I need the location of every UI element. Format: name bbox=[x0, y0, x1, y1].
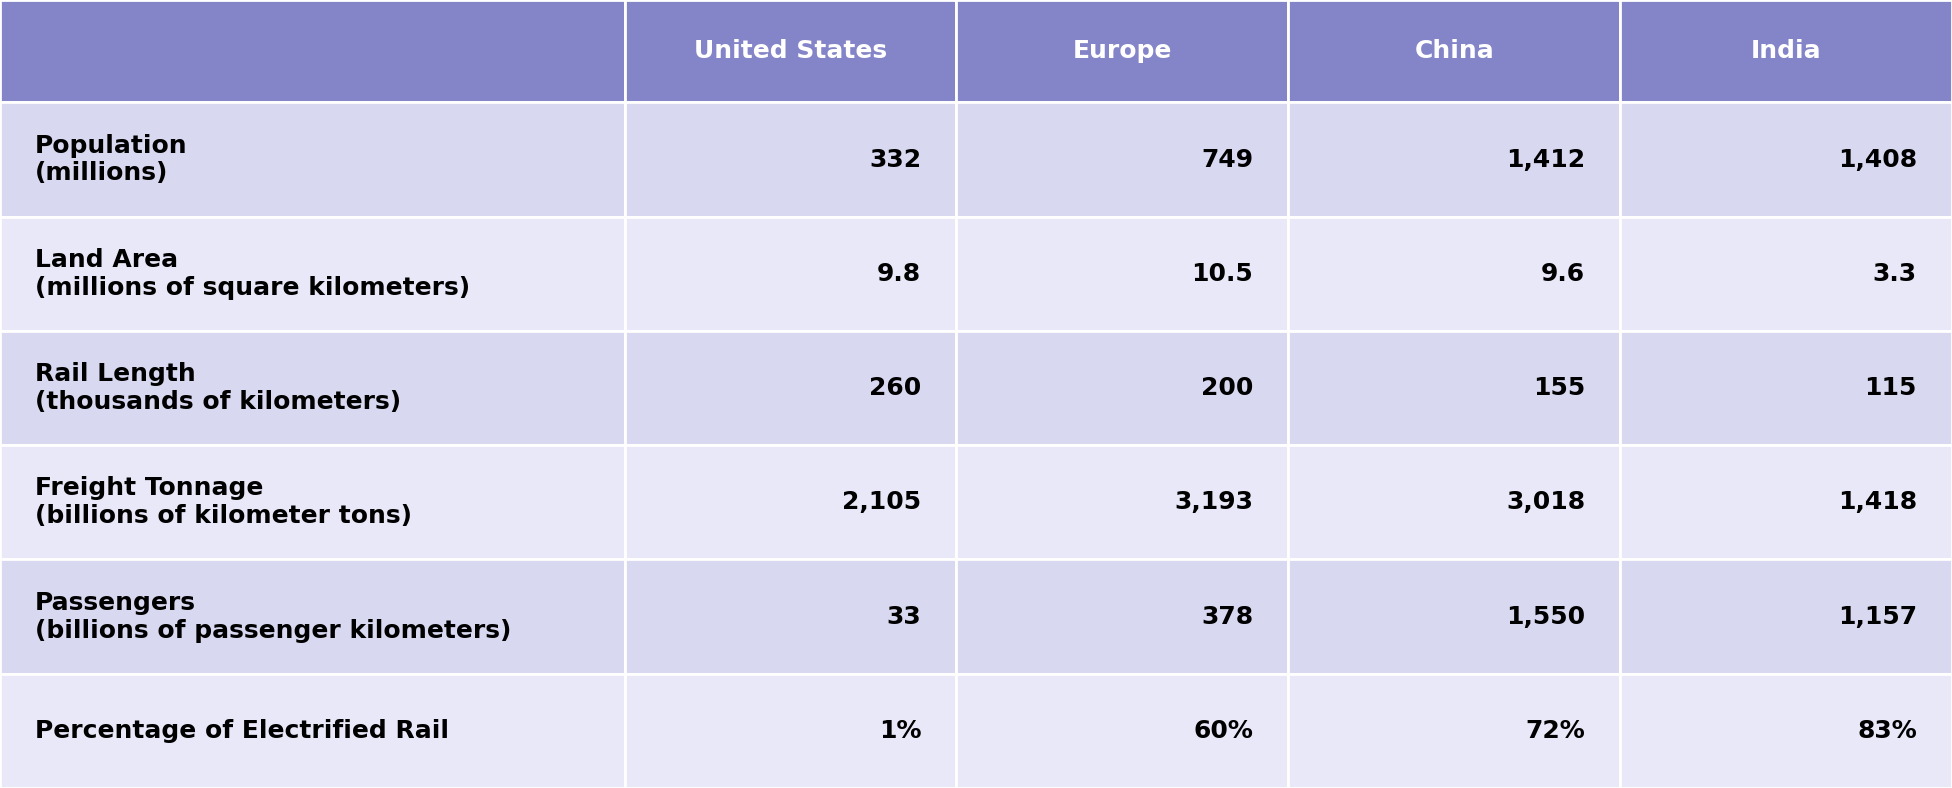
FancyBboxPatch shape bbox=[1288, 331, 1620, 445]
FancyBboxPatch shape bbox=[0, 559, 625, 674]
FancyBboxPatch shape bbox=[1288, 102, 1620, 217]
FancyBboxPatch shape bbox=[1620, 559, 1952, 674]
Text: 1,408: 1,408 bbox=[1837, 147, 1917, 172]
FancyBboxPatch shape bbox=[625, 445, 956, 559]
FancyBboxPatch shape bbox=[956, 0, 1288, 102]
FancyBboxPatch shape bbox=[1288, 217, 1620, 331]
Text: 33: 33 bbox=[886, 604, 921, 629]
FancyBboxPatch shape bbox=[0, 102, 625, 217]
Text: Percentage of Electrified Rail: Percentage of Electrified Rail bbox=[35, 719, 449, 743]
FancyBboxPatch shape bbox=[625, 559, 956, 674]
Text: Passengers
(billions of passenger kilometers): Passengers (billions of passenger kilome… bbox=[35, 591, 511, 642]
FancyBboxPatch shape bbox=[0, 445, 625, 559]
Text: United States: United States bbox=[695, 39, 886, 63]
Text: India: India bbox=[1751, 39, 1821, 63]
Text: 3,193: 3,193 bbox=[1175, 490, 1253, 515]
FancyBboxPatch shape bbox=[0, 0, 625, 102]
Text: 2,105: 2,105 bbox=[841, 490, 921, 515]
FancyBboxPatch shape bbox=[0, 217, 625, 331]
FancyBboxPatch shape bbox=[625, 0, 956, 102]
Text: Freight Tonnage
(billions of kilometer tons): Freight Tonnage (billions of kilometer t… bbox=[35, 477, 412, 528]
FancyBboxPatch shape bbox=[1620, 331, 1952, 445]
Text: 1,157: 1,157 bbox=[1837, 604, 1917, 629]
FancyBboxPatch shape bbox=[1288, 674, 1620, 788]
Text: Land Area
(millions of square kilometers): Land Area (millions of square kilometers… bbox=[35, 248, 470, 299]
Text: 332: 332 bbox=[869, 147, 921, 172]
Text: 1%: 1% bbox=[878, 719, 921, 743]
FancyBboxPatch shape bbox=[956, 331, 1288, 445]
FancyBboxPatch shape bbox=[625, 102, 956, 217]
FancyBboxPatch shape bbox=[0, 674, 625, 788]
Text: 1,418: 1,418 bbox=[1837, 490, 1917, 515]
FancyBboxPatch shape bbox=[1288, 559, 1620, 674]
Text: Europe: Europe bbox=[1074, 39, 1171, 63]
FancyBboxPatch shape bbox=[625, 674, 956, 788]
FancyBboxPatch shape bbox=[0, 331, 625, 445]
Text: 1,412: 1,412 bbox=[1505, 147, 1585, 172]
Text: 200: 200 bbox=[1200, 376, 1253, 400]
Text: Population
(millions): Population (millions) bbox=[35, 134, 187, 185]
Text: 9.6: 9.6 bbox=[1540, 262, 1585, 286]
Text: China: China bbox=[1415, 39, 1493, 63]
Text: 155: 155 bbox=[1532, 376, 1585, 400]
FancyBboxPatch shape bbox=[956, 559, 1288, 674]
Text: Rail Length
(thousands of kilometers): Rail Length (thousands of kilometers) bbox=[35, 362, 402, 414]
Text: 72%: 72% bbox=[1525, 719, 1585, 743]
Text: 260: 260 bbox=[869, 376, 921, 400]
Text: 60%: 60% bbox=[1193, 719, 1253, 743]
Text: 9.8: 9.8 bbox=[876, 262, 921, 286]
FancyBboxPatch shape bbox=[956, 445, 1288, 559]
Text: 10.5: 10.5 bbox=[1191, 262, 1253, 286]
Text: 3,018: 3,018 bbox=[1505, 490, 1585, 515]
FancyBboxPatch shape bbox=[956, 674, 1288, 788]
Text: 378: 378 bbox=[1200, 604, 1253, 629]
FancyBboxPatch shape bbox=[956, 217, 1288, 331]
FancyBboxPatch shape bbox=[1620, 674, 1952, 788]
FancyBboxPatch shape bbox=[1620, 0, 1952, 102]
Text: 3.3: 3.3 bbox=[1872, 262, 1917, 286]
Text: 83%: 83% bbox=[1856, 719, 1917, 743]
FancyBboxPatch shape bbox=[1288, 0, 1620, 102]
FancyBboxPatch shape bbox=[1620, 217, 1952, 331]
Text: 115: 115 bbox=[1864, 376, 1917, 400]
Text: 749: 749 bbox=[1200, 147, 1253, 172]
FancyBboxPatch shape bbox=[1620, 102, 1952, 217]
FancyBboxPatch shape bbox=[625, 217, 956, 331]
FancyBboxPatch shape bbox=[625, 331, 956, 445]
FancyBboxPatch shape bbox=[1620, 445, 1952, 559]
Text: 1,550: 1,550 bbox=[1505, 604, 1585, 629]
FancyBboxPatch shape bbox=[1288, 445, 1620, 559]
FancyBboxPatch shape bbox=[956, 102, 1288, 217]
